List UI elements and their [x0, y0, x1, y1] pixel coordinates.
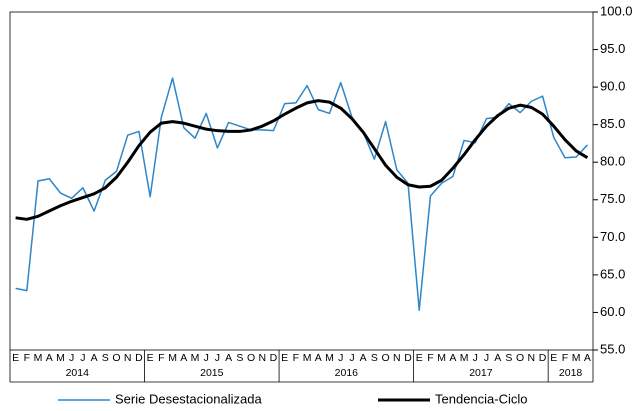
plot-frame [9, 11, 594, 351]
y-tick-label: 95.0 [600, 41, 625, 56]
year-label: 2014 [66, 367, 90, 379]
x-tick-label: J [69, 352, 74, 364]
x-tick-label: A [449, 352, 456, 364]
x-tick-label: M [460, 352, 469, 364]
x-tick-label: N [258, 352, 266, 364]
y-tick-label: 100.0 [600, 3, 633, 18]
x-tick-label: M [56, 352, 65, 364]
y-tick-label: 65.0 [600, 266, 625, 281]
x-tick-label: F [427, 352, 433, 364]
y-tick-label: 85.0 [600, 116, 625, 131]
x-tick-label: M [168, 352, 177, 364]
y-tick-label: 75.0 [600, 191, 625, 206]
x-tick-label: J [204, 352, 209, 364]
x-tick-label: E [416, 352, 423, 364]
x-tick-label: S [102, 352, 109, 364]
x-tick-label: M [34, 352, 43, 364]
series-line [15, 77, 588, 311]
year-label: 2016 [335, 367, 359, 379]
x-tick-label: F [293, 352, 299, 364]
x-tick-label: D [270, 352, 278, 364]
x-tick-label: A [584, 352, 591, 364]
x-tick-label: S [236, 352, 243, 364]
x-tick-label: O [112, 352, 120, 364]
x-tick-label: D [404, 352, 412, 364]
x-tick-label: J [215, 352, 220, 364]
x-tick-label: E [147, 352, 154, 364]
x-tick-label: A [225, 352, 232, 364]
year-label: 2018 [559, 367, 583, 379]
legend-label: Serie Desestacionalizada [115, 391, 262, 406]
x-tick-label: O [247, 352, 255, 364]
y-tick-label: 70.0 [600, 229, 625, 244]
x-tick-label: A [91, 352, 98, 364]
x-tick-label: J [80, 352, 85, 364]
x-tick-label: J [338, 352, 343, 364]
x-tick-label: O [382, 352, 390, 364]
x-tick-label: J [484, 352, 489, 364]
y-tick-label: 60.0 [600, 304, 625, 319]
x-tick-label: A [360, 352, 367, 364]
x-tick-label: M [303, 352, 312, 364]
x-tick-label: J [349, 352, 354, 364]
x-tick-label: M [572, 352, 581, 364]
x-tick-label: A [46, 352, 53, 364]
x-tick-label: N [528, 352, 536, 364]
x-tick-label: E [281, 352, 288, 364]
x-tick-label: A [494, 352, 501, 364]
x-tick-label: F [158, 352, 164, 364]
x-tick-label: O [516, 352, 524, 364]
x-tick-label: S [371, 352, 378, 364]
x-tick-label: N [124, 352, 132, 364]
x-tick-label: E [12, 352, 19, 364]
year-label: 2015 [200, 367, 224, 379]
x-tick-label: A [180, 352, 187, 364]
x-tick-label: M [437, 352, 446, 364]
x-tick-label: F [562, 352, 568, 364]
y-tick-label: 55.0 [600, 341, 625, 356]
y-tick-label: 80.0 [600, 154, 625, 169]
x-tick-label: M [191, 352, 200, 364]
year-label: 2017 [469, 367, 493, 379]
x-tick-label: M [325, 352, 334, 364]
y-tick-label: 90.0 [600, 79, 625, 94]
x-tick-label: S [505, 352, 512, 364]
x-tick-label: F [24, 352, 30, 364]
x-tick-label: D [135, 352, 143, 364]
series-line [15, 99, 589, 221]
x-tick-label: D [539, 352, 547, 364]
legend-label: Tendencia-Ciclo [435, 391, 528, 406]
x-tick-label: N [393, 352, 401, 364]
x-tick-label: A [315, 352, 322, 364]
x-tick-label: E [550, 352, 557, 364]
x-tick-label: J [473, 352, 478, 364]
